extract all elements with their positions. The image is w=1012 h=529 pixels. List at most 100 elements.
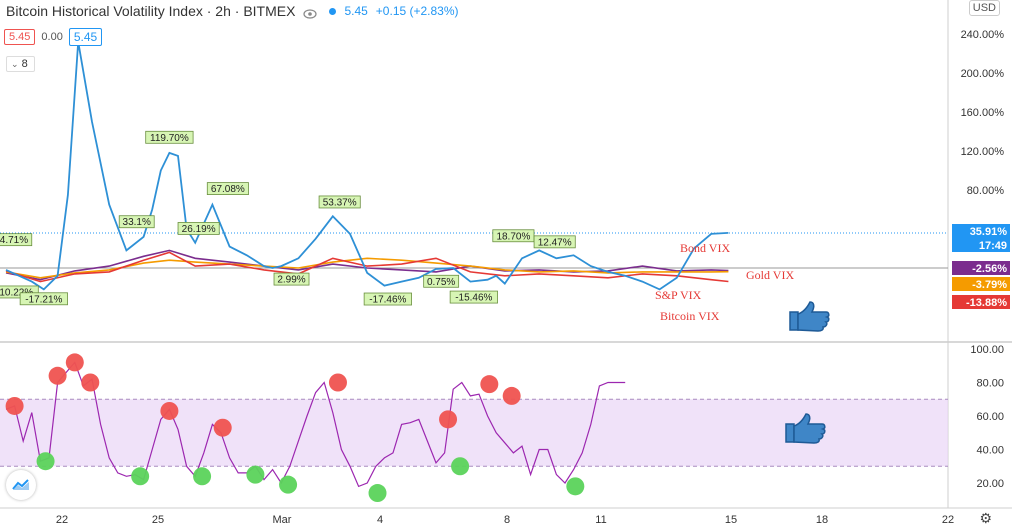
series-bond-vix bbox=[5, 249, 729, 281]
oversold-dot bbox=[246, 465, 265, 484]
annotation-box bbox=[318, 195, 361, 209]
price-axis-text: -13.88% bbox=[966, 297, 1007, 309]
series-label: Gold VIX bbox=[746, 268, 794, 282]
y-tick-label: 120.00% bbox=[961, 146, 1005, 158]
annotation-box bbox=[0, 233, 33, 247]
annotation-box bbox=[118, 215, 155, 229]
price-axis-box bbox=[952, 295, 1010, 309]
rsi-tick-label: 20.00 bbox=[976, 478, 1004, 490]
x-tick-label: 8 bbox=[504, 514, 510, 526]
price-change: +0.15 (+2.83%) bbox=[375, 4, 459, 18]
annotation-label: 33.1% bbox=[118, 215, 155, 229]
annotation-label: -15.46% bbox=[449, 290, 498, 304]
status-dot-icon bbox=[329, 7, 337, 15]
overbought-dot bbox=[5, 396, 24, 415]
price-axis-label: -3.79% bbox=[952, 277, 1010, 291]
rsi-tick-label: 100.00 bbox=[970, 344, 1004, 356]
annotation-text: -15.46% bbox=[455, 293, 492, 304]
rsi-tick-label: 80.00 bbox=[976, 378, 1004, 390]
overbought-dot bbox=[81, 373, 100, 392]
annotation-text: 0.75% bbox=[427, 277, 455, 288]
chevron-down-icon: ⌄ bbox=[11, 59, 19, 69]
x-tick-label: 15 bbox=[725, 514, 737, 526]
x-tick-label: Mar bbox=[273, 514, 292, 526]
series-gold-vix bbox=[5, 257, 729, 279]
annotation-box bbox=[19, 292, 68, 306]
gear-icon[interactable]: ⚙ bbox=[979, 510, 992, 526]
oversold-dot bbox=[36, 452, 55, 471]
annotation-box bbox=[145, 130, 194, 144]
annotation-label: 18.70% bbox=[492, 229, 535, 242]
ohlc-open: 5.45 bbox=[4, 29, 36, 45]
price-axis-text: 35.91% bbox=[970, 226, 1008, 238]
price-axis-label: 35.91% bbox=[952, 224, 1010, 238]
annotation-label: 0.75% bbox=[423, 274, 460, 288]
oversold-dot bbox=[368, 484, 387, 503]
annotation-label: 67.08% bbox=[206, 182, 249, 195]
series-s-p-vix bbox=[5, 251, 729, 283]
price-axis-label: -13.88% bbox=[952, 295, 1010, 309]
tradingview-logo-icon[interactable] bbox=[6, 470, 36, 500]
overbought-dot bbox=[65, 353, 84, 372]
overbought-dot bbox=[213, 418, 232, 437]
axes: 240.00%200.00%160.00%120.00%80.00%40.00%… bbox=[56, 29, 1010, 526]
y-tick-label: 80.00% bbox=[967, 185, 1005, 197]
annotation-label: 119.70% bbox=[145, 130, 194, 144]
price-axis-box bbox=[952, 261, 1010, 275]
oversold-dot bbox=[193, 467, 212, 486]
y-tick-label: 200.00% bbox=[961, 68, 1005, 80]
ohlc-row: 5.45 0.00 5.45 bbox=[4, 28, 103, 46]
overbought-dot bbox=[328, 373, 347, 392]
price-axis-label: 17:49 bbox=[952, 238, 1010, 252]
rsi-tick-label: 60.00 bbox=[976, 411, 1004, 423]
price-axis-box bbox=[952, 277, 1010, 291]
rsi-tick-label: 40.00 bbox=[976, 445, 1004, 457]
annotation-box bbox=[449, 290, 498, 304]
last-price: 5.45 bbox=[344, 4, 368, 18]
price-axis-label: -2.56% bbox=[952, 261, 1010, 275]
annotation-text: 33.1% bbox=[123, 217, 151, 228]
price-axis-text: 17:49 bbox=[979, 240, 1007, 252]
series-label: S&P VIX bbox=[655, 288, 702, 302]
annotation-label: 14.71% bbox=[0, 233, 33, 247]
oversold-dot bbox=[131, 467, 150, 486]
x-tick-label: 22 bbox=[942, 514, 954, 526]
annotation-text: 53.37% bbox=[323, 197, 357, 208]
annotation-box bbox=[206, 182, 249, 195]
series-label: Bitcoin VIX bbox=[660, 309, 720, 323]
eye-icon[interactable] bbox=[303, 6, 318, 19]
annotation-text: 12.47% bbox=[538, 237, 572, 248]
series-bitcoin-vix bbox=[5, 41, 729, 291]
annotation-box bbox=[363, 292, 412, 306]
price-axis-box bbox=[952, 238, 1010, 252]
annotation-text: 2.99% bbox=[277, 275, 305, 286]
annotation-text: -10.22% bbox=[0, 287, 33, 298]
indicator-length: 8 bbox=[21, 58, 28, 70]
overbought-dot bbox=[480, 375, 499, 394]
thumbs-up-icon bbox=[789, 301, 830, 332]
annotation-box bbox=[273, 272, 310, 286]
y-tick-label: 160.00% bbox=[961, 107, 1005, 119]
annotation-text: -17.46% bbox=[369, 295, 406, 306]
annotation-box bbox=[533, 235, 576, 249]
x-tick-label: 11 bbox=[595, 514, 606, 526]
annotation-text: 119.70% bbox=[150, 133, 189, 144]
annotation-label: 53.37% bbox=[318, 195, 361, 209]
indicator-length-input[interactable]: ⌄ 8 bbox=[6, 56, 35, 72]
annotation-label: 12.47% bbox=[533, 235, 576, 249]
annotation-label: 26.19% bbox=[177, 222, 220, 235]
price-axis-box bbox=[952, 224, 1010, 238]
y-tick-label: 240.00% bbox=[961, 29, 1005, 41]
ohlc-mid: 0.00 bbox=[41, 31, 63, 43]
oversold-dot bbox=[279, 475, 298, 494]
rsi-pane bbox=[5, 353, 626, 503]
annotation-text: 67.08% bbox=[211, 184, 245, 195]
price-axis-text: -2.56% bbox=[972, 263, 1007, 275]
series-label: Bond VIX bbox=[680, 241, 730, 255]
ohlc-last: 5.45 bbox=[68, 28, 103, 46]
chart-title: Bitcoin Historical Volatility Index · 2h… bbox=[6, 3, 296, 19]
main-pane: 14.71% -10.22%-17.21% 119.70% 33.1% 26.19% 67… bbox=[0, 41, 794, 323]
currency-button[interactable]: USD bbox=[968, 0, 1000, 16]
annotation-label: -17.21% bbox=[19, 292, 68, 306]
